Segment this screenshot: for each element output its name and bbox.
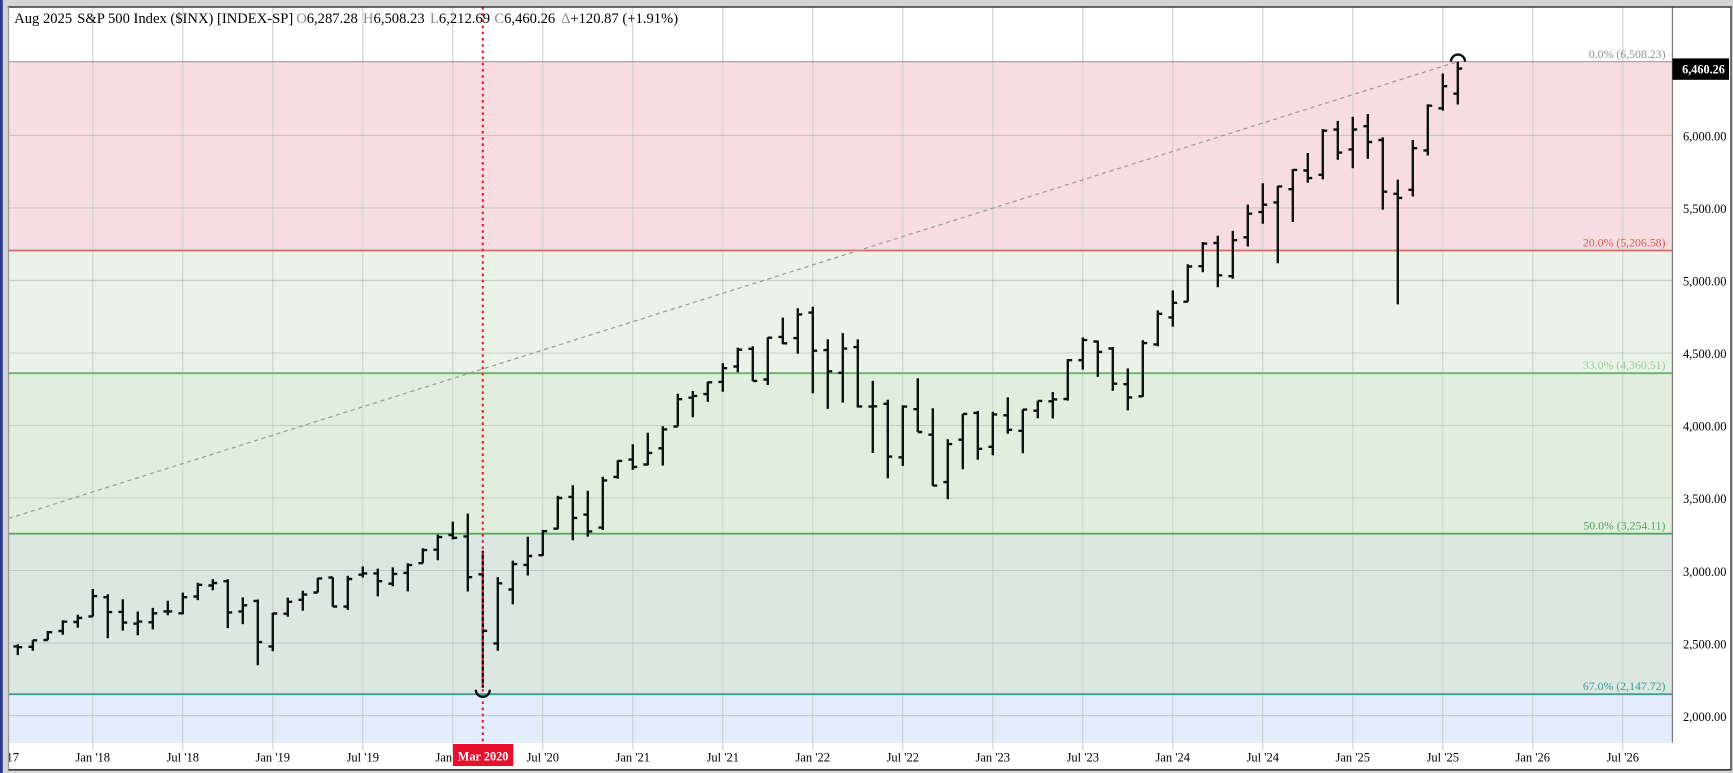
svg-text:Jan '18: Jan '18 (76, 750, 111, 764)
svg-text:Jul '26: Jul '26 (1607, 750, 1639, 764)
svg-text:Jan '24: Jan '24 (1156, 750, 1191, 764)
svg-text:Δ+120.87 (+1.91%): Δ+120.87 (+1.91%) (561, 11, 678, 27)
svg-text:4,000.00: 4,000.00 (1683, 420, 1726, 434)
svg-text:L6,212.69: L6,212.69 (430, 11, 490, 27)
svg-text:33.0% (4,360.51): 33.0% (4,360.51) (1583, 358, 1666, 372)
svg-text:Mar 2020: Mar 2020 (458, 749, 509, 763)
svg-text:67.0% (2,147.72): 67.0% (2,147.72) (1583, 679, 1666, 693)
svg-text:Jul '24: Jul '24 (1247, 750, 1280, 764)
svg-text:0.0% (6,508.23): 0.0% (6,508.23) (1589, 47, 1666, 61)
svg-text:Jul '22: Jul '22 (887, 750, 919, 764)
svg-text:3,000.00: 3,000.00 (1683, 565, 1726, 579)
svg-text:Aug 2025: Aug 2025 (14, 11, 72, 27)
svg-text:6,000.00: 6,000.00 (1683, 130, 1726, 144)
svg-text:C6,460.26: C6,460.26 (494, 11, 555, 27)
svg-text:2,500.00: 2,500.00 (1683, 637, 1726, 651)
svg-text:5,000.00: 5,000.00 (1683, 275, 1726, 289)
svg-text:Jul '17: Jul '17 (0, 750, 19, 764)
svg-text:Jan '23: Jan '23 (976, 750, 1011, 764)
svg-text:Jul '19: Jul '19 (347, 750, 379, 764)
svg-text:Jul '18: Jul '18 (167, 750, 199, 764)
svg-text:Jul '20: Jul '20 (527, 750, 559, 764)
svg-text:Jul '23: Jul '23 (1067, 750, 1099, 764)
svg-text:3,500.00: 3,500.00 (1683, 492, 1726, 506)
svg-text:Jul '25: Jul '25 (1427, 750, 1459, 764)
svg-text:S&P 500 Index ($INX) [INDEX-SP: S&P 500 Index ($INX) [INDEX-SP] (77, 11, 293, 27)
svg-text:Jan '25: Jan '25 (1336, 750, 1371, 764)
svg-text:Jan '19: Jan '19 (256, 750, 291, 764)
svg-text:H6,508.23: H6,508.23 (363, 11, 425, 27)
svg-text:O6,287.28: O6,287.28 (296, 11, 358, 27)
svg-text:5,500.00: 5,500.00 (1683, 202, 1726, 216)
svg-text:20.0% (5,206.58): 20.0% (5,206.58) (1583, 236, 1666, 250)
svg-text:Jan '21: Jan '21 (616, 750, 651, 764)
svg-text:Jul '21: Jul '21 (707, 750, 739, 764)
svg-text:4,500.00: 4,500.00 (1683, 347, 1726, 361)
svg-text:Jan '22: Jan '22 (796, 750, 831, 764)
svg-text:50.0% (3,254.11): 50.0% (3,254.11) (1583, 519, 1665, 533)
svg-text:2,000.00: 2,000.00 (1683, 710, 1726, 724)
svg-text:6,460.26: 6,460.26 (1682, 63, 1725, 77)
svg-text:Jan '26: Jan '26 (1516, 750, 1551, 764)
